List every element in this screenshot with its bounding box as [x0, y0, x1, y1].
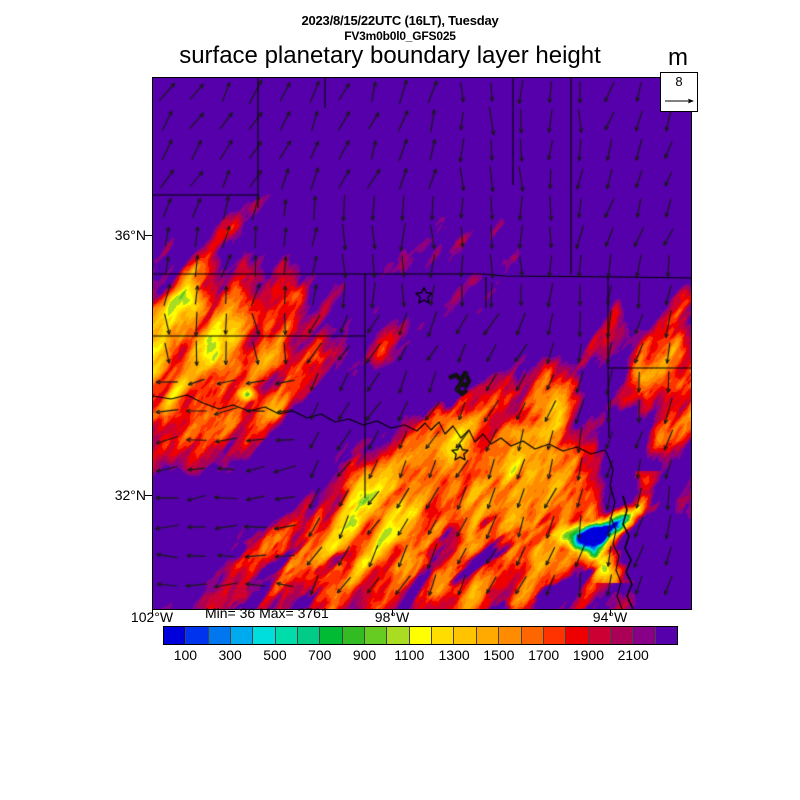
- colorbar-swatch: [454, 627, 477, 644]
- lon-tick-mark: [392, 609, 393, 616]
- lon-tick-94W: 94°W: [592, 609, 628, 625]
- colorbar[interactable]: [163, 626, 678, 645]
- lon-tick-mark: [610, 609, 611, 616]
- colorbar-swatch: [432, 627, 455, 644]
- colorbar-tick-label: 2100: [617, 647, 649, 663]
- lon-tick-mark: [152, 609, 153, 616]
- colorbar-swatch: [588, 627, 611, 644]
- colorbar-swatch: [275, 627, 299, 644]
- colorbar-swatch: [231, 627, 254, 644]
- colorbar-swatch: [655, 627, 677, 644]
- colorbar-swatch: [298, 627, 321, 644]
- colorbar-swatch: [499, 627, 522, 644]
- colorbar-swatch: [208, 627, 232, 644]
- colorbar-tick-label: 300: [218, 647, 242, 663]
- colorbar-swatch: [566, 627, 589, 644]
- units-label: m: [668, 44, 688, 71]
- colorbar-swatch: [409, 627, 433, 644]
- lat-tick-32N: 32°N: [114, 487, 146, 503]
- colorbar-tick-label: 1500: [483, 647, 515, 663]
- colorbar-swatch: [476, 627, 500, 644]
- map-plot-area[interactable]: [152, 77, 692, 610]
- min-max-stats: Min= 36 Max= 3761: [205, 605, 329, 621]
- lat-tick-mark: [145, 235, 152, 236]
- model-title: FV3m0b0l0_GFS025: [344, 29, 456, 43]
- colorbar-swatch: [342, 627, 366, 644]
- colorbar-tick-labels: 100 300 500 700 900 1100 1300 1500 1700 1900 2100: [163, 647, 678, 665]
- colorbar-swatch: [521, 627, 544, 644]
- lon-tick-98W: 98°W: [374, 609, 410, 625]
- right-arrow-icon: [665, 98, 694, 104]
- lat-tick-mark: [145, 495, 152, 496]
- colorbar-swatch: [633, 627, 656, 644]
- page-title: surface planetary boundary layer height: [179, 42, 601, 69]
- colorbar-tick-label: 1700: [528, 647, 560, 663]
- wind-vector-key-value: 8: [675, 74, 683, 89]
- colorbar-swatch: [164, 627, 187, 644]
- colorbar-swatch: [186, 627, 209, 644]
- lat-tick-36N: 36°N: [114, 227, 146, 243]
- colorbar-tick-label: 700: [308, 647, 332, 663]
- colorbar-tick-label: 500: [263, 647, 287, 663]
- colorbar-tick-label: 900: [352, 647, 377, 663]
- colorbar-swatch: [610, 627, 634, 644]
- pbl-height-heatmap: [153, 78, 691, 609]
- colorbar-swatch: [543, 627, 567, 644]
- colorbar-swatch: [253, 627, 276, 644]
- lon-tick-102W: 102°W: [130, 609, 174, 625]
- colorbar-tick-label: 1900: [572, 647, 604, 663]
- colorbar-tick-label: 1300: [438, 647, 470, 663]
- colorbar-tick-label: 100: [173, 647, 198, 663]
- colorbar-swatch: [387, 627, 410, 644]
- colorbar-swatch: [365, 627, 388, 644]
- date-title: 2023/8/15/22UTC (16LT), Tuesday: [301, 13, 499, 28]
- colorbar-swatch: [320, 627, 343, 644]
- colorbar-tick-label: 1100: [394, 647, 425, 663]
- wind-vector-key: 8: [660, 72, 698, 112]
